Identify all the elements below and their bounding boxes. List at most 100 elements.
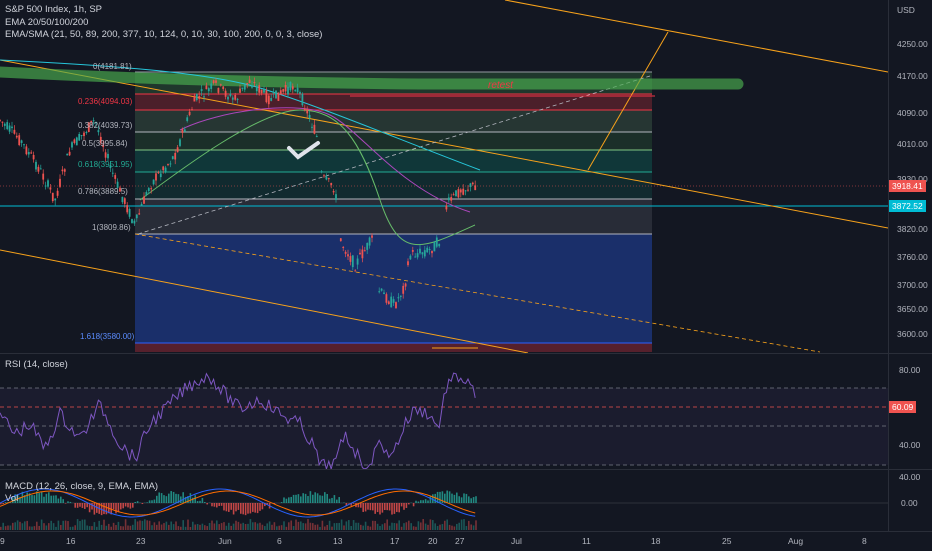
candle-body	[412, 250, 414, 252]
macd-histogram-bar	[168, 494, 170, 503]
candle-body	[23, 144, 25, 145]
rsi-title[interactable]: RSI (14, close)	[5, 359, 68, 370]
candle-body	[342, 247, 344, 248]
macd-histogram-bar	[367, 503, 369, 510]
volume-bar	[82, 520, 84, 530]
volume-bar	[242, 523, 244, 530]
candle-body	[174, 153, 176, 160]
candle-body	[359, 253, 361, 254]
volume-bar	[149, 521, 151, 530]
candle-body	[112, 173, 114, 174]
volume-bar	[41, 520, 43, 530]
volume-bar	[211, 521, 213, 530]
volume-bar	[156, 525, 158, 530]
macd-histogram-bar	[31, 495, 33, 503]
volume-bar	[120, 526, 122, 530]
candle-body	[316, 136, 318, 137]
macd-histogram-bar	[449, 491, 451, 503]
macd-title[interactable]: MACD (12, 26, close, 9, EMA, EMA)	[5, 481, 158, 492]
macd-histogram-bar	[226, 503, 228, 511]
volume-bar	[146, 520, 148, 530]
macd-histogram-bar	[293, 495, 295, 503]
volume-bar	[266, 523, 268, 530]
volume-bar	[257, 523, 259, 530]
volume-bar	[286, 527, 288, 530]
volume-bar	[334, 523, 336, 530]
macd-histogram-bar	[245, 503, 247, 515]
price-tick: 4170.00	[897, 71, 928, 81]
price-tick: 3650.00	[897, 304, 928, 314]
time-axis[interactable]: 9 16 23 Jun 6 13 17 20 27 Jul 11 18 25 A…	[0, 531, 932, 551]
price-tick: 3600.00	[897, 329, 928, 339]
fib-zone-382	[135, 110, 652, 132]
candle-body	[129, 209, 131, 217]
candle-body	[196, 94, 198, 100]
macd-histogram-bar	[202, 498, 204, 503]
candle-body	[160, 173, 162, 177]
volume-bar	[46, 525, 48, 530]
candle-body	[366, 243, 368, 250]
macd-histogram-bar	[194, 495, 196, 503]
time-label: 6	[277, 536, 282, 546]
candle-body	[141, 204, 143, 206]
macd-histogram-bar	[322, 496, 324, 503]
volume-bar	[22, 523, 24, 530]
volume-bar	[259, 523, 261, 530]
volume-bar	[463, 519, 465, 530]
macd-histogram-bar	[473, 497, 475, 503]
volume-bar	[65, 521, 67, 530]
time-label: Jun	[218, 536, 232, 546]
main-chart-pane[interactable]: S&P 500 Index, 1h, SP EMA 20/50/100/200 …	[0, 0, 888, 353]
fib-zone-1	[135, 199, 652, 234]
volume-bar	[458, 523, 460, 530]
macd-histogram-bar	[324, 492, 326, 503]
ema-indicator-title[interactable]: EMA 20/50/100/200	[5, 17, 88, 28]
candle-body	[383, 293, 385, 295]
volume-title[interactable]: Vol	[5, 493, 18, 504]
channel-top-line	[505, 0, 888, 72]
volume-bar	[214, 523, 216, 530]
volume-bar	[398, 520, 400, 530]
macd-histogram-bar	[458, 496, 460, 503]
volume-bar	[53, 523, 55, 530]
candle-body	[465, 190, 467, 191]
volume-bar	[192, 522, 194, 530]
sma-indicator-title[interactable]: EMA/SMA (21, 50, 89, 200, 377, 10, 124, …	[5, 29, 322, 40]
macd-histogram-bar	[55, 495, 57, 503]
candle-body	[9, 125, 11, 131]
rsi-axis[interactable]: 80.00 40.00 60.09	[888, 353, 932, 470]
candle-body	[249, 80, 251, 83]
macd-axis[interactable]: 40.00 0.00	[888, 469, 932, 532]
volume-bar	[94, 522, 96, 530]
candle-body	[76, 137, 78, 145]
line-price-tag: 3872.52	[889, 200, 926, 212]
macd-histogram-bar	[290, 497, 292, 503]
volume-bar	[290, 521, 292, 530]
macd-histogram-bar	[247, 503, 249, 514]
volume-bar	[437, 526, 439, 530]
retest-annotation[interactable]: retest	[488, 80, 513, 91]
volume-bar	[391, 523, 393, 530]
volume-bar	[2, 523, 4, 530]
macd-pane[interactable]: MACD (12, 26, close, 9, EMA, EMA) Vol	[0, 469, 888, 532]
candle-body	[393, 299, 395, 303]
volume-bar	[372, 521, 374, 530]
volume-bar	[262, 525, 264, 530]
volume-bar	[180, 527, 182, 530]
macd-histogram-bar	[106, 503, 108, 514]
macd-histogram-bar	[295, 495, 297, 503]
price-axis[interactable]: USD 4250.00 4170.00 4090.00 4010.00 3930…	[888, 0, 932, 353]
macd-histogram-bar	[254, 503, 256, 513]
candle-body	[414, 257, 416, 258]
volume-bar	[254, 522, 256, 530]
volume-bar	[384, 523, 386, 530]
volume-bar	[245, 524, 247, 530]
volume-bar	[317, 525, 319, 530]
candle-body	[239, 89, 241, 93]
volume-bar	[204, 525, 206, 530]
rsi-pane[interactable]: RSI (14, close)	[0, 353, 888, 470]
price-tick: 4090.00	[897, 108, 928, 118]
volume-bar	[122, 526, 124, 530]
macd-histogram-bar	[439, 492, 441, 503]
candle-body	[40, 168, 42, 169]
